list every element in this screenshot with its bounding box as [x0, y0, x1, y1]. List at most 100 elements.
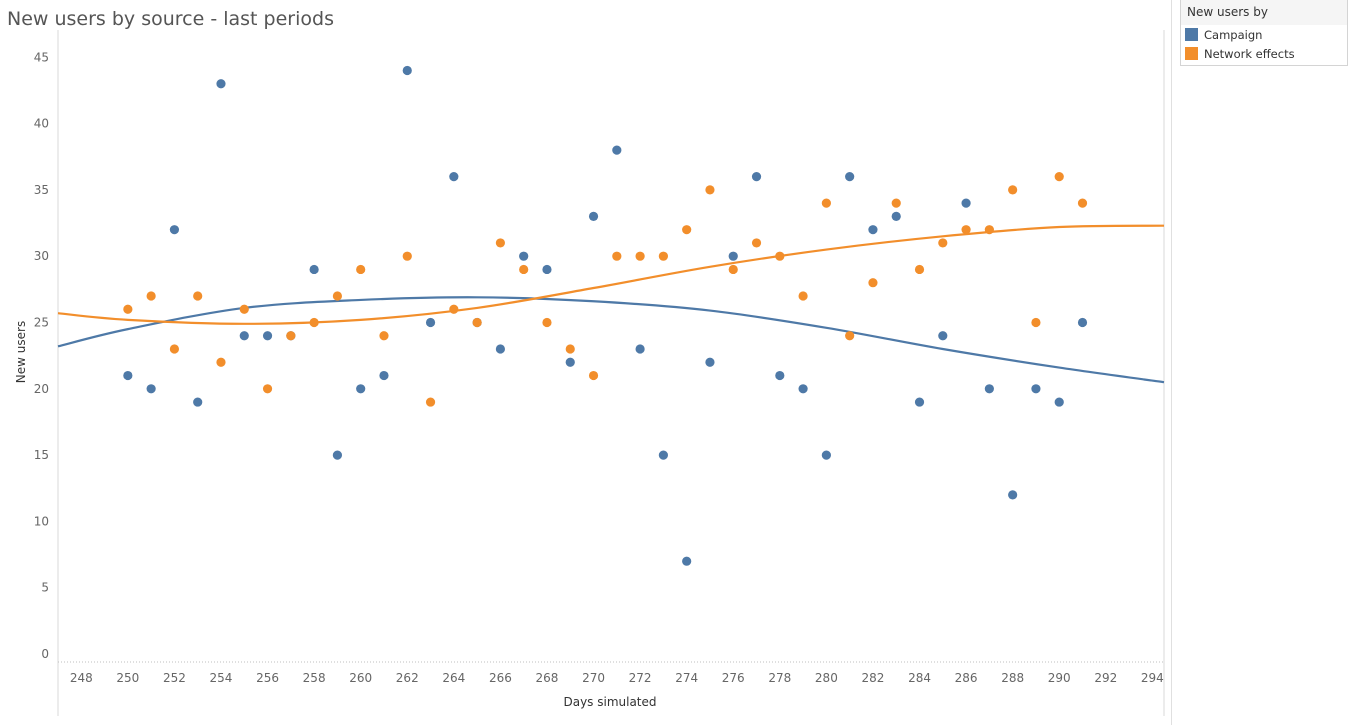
- x-tick-label: 260: [349, 671, 372, 685]
- x-tick-label: 250: [116, 671, 139, 685]
- point-campaign: [542, 264, 552, 275]
- x-tick-label: 284: [908, 671, 931, 685]
- x-tick-label: 274: [675, 671, 698, 685]
- point-campaign: [239, 331, 249, 341]
- point-campaign: [495, 344, 505, 354]
- point-network-effects: [1008, 185, 1018, 195]
- point-network-effects: [984, 225, 994, 235]
- point-network-effects: [938, 238, 948, 248]
- point-campaign: [309, 264, 319, 275]
- legend-label-campaign: Campaign: [1204, 27, 1263, 42]
- point-campaign: [356, 384, 366, 394]
- x-tick-label: 278: [768, 671, 791, 685]
- point-network-effects: [728, 264, 738, 275]
- point-campaign: [565, 357, 575, 367]
- point-campaign: [612, 145, 622, 155]
- point-campaign: [938, 331, 948, 341]
- point-campaign: [449, 172, 459, 182]
- point-network-effects: [379, 331, 389, 341]
- axes: 0 5 10 15 20 25 30 35 40 45 248 250 252 254 256 258 260 2…: [34, 30, 1165, 716]
- chart-title: New users by source - last periods: [7, 8, 334, 30]
- point-network-effects: [216, 357, 226, 367]
- point-network-effects: [961, 225, 971, 235]
- point-network-effects: [821, 198, 831, 208]
- point-network-effects: [868, 278, 878, 288]
- point-campaign: [379, 370, 389, 381]
- y-tick-label: 0: [41, 647, 49, 661]
- point-campaign: [169, 225, 180, 235]
- x-tick-label: 288: [1001, 671, 1024, 685]
- point-network-effects: [425, 397, 436, 407]
- y-tick-label: 25: [34, 315, 49, 329]
- point-network-effects: [519, 264, 529, 275]
- point-network-effects: [472, 317, 482, 328]
- point-network-effects: [588, 370, 599, 381]
- legend-divider: [1171, 0, 1172, 725]
- y-tick-label: 20: [34, 382, 49, 396]
- point-campaign: [216, 79, 226, 89]
- point-network-effects: [262, 384, 273, 394]
- point-network-effects: [169, 344, 180, 354]
- point-campaign: [123, 370, 133, 381]
- point-network-effects: [565, 344, 575, 354]
- point-network-effects: [1054, 172, 1064, 182]
- y-tick-label: 45: [34, 50, 49, 64]
- point-network-effects: [309, 317, 319, 328]
- point-campaign: [146, 384, 156, 394]
- point-network-effects: [193, 291, 203, 301]
- point-campaign: [425, 317, 436, 328]
- point-campaign: [728, 251, 738, 261]
- point-network-effects: [1031, 317, 1041, 328]
- point-network-effects: [495, 238, 505, 248]
- point-network-effects: [286, 331, 296, 341]
- point-campaign: [1077, 317, 1088, 328]
- legend-swatch-network-effects: [1185, 47, 1198, 60]
- legend-title: New users by: [1181, 0, 1347, 25]
- point-campaign: [891, 211, 901, 222]
- point-network-effects: [146, 291, 156, 301]
- point-campaign: [1031, 384, 1041, 394]
- point-network-effects: [705, 185, 715, 195]
- point-network-effects: [914, 264, 925, 275]
- x-tick-label: 256: [256, 671, 279, 685]
- x-tick-label: 266: [489, 671, 512, 685]
- legend: New users by Campaign Network effects: [1180, 0, 1348, 66]
- point-network-effects: [612, 251, 622, 261]
- x-tick-label: 282: [861, 671, 884, 685]
- point-campaign: [845, 172, 855, 182]
- x-tick-label: 290: [1048, 671, 1071, 685]
- x-tick-label: 280: [815, 671, 838, 685]
- y-tick-label: 5: [41, 581, 49, 595]
- legend-item-campaign[interactable]: Campaign: [1181, 25, 1347, 44]
- point-campaign: [914, 397, 925, 407]
- legend-item-network-effects[interactable]: Network effects: [1181, 44, 1347, 63]
- point-campaign: [821, 450, 831, 460]
- point-campaign: [635, 344, 645, 354]
- x-tick-label: 292: [1094, 671, 1117, 685]
- point-network-effects: [775, 251, 785, 261]
- point-network-effects: [449, 304, 459, 314]
- point-campaign: [1054, 397, 1064, 407]
- point-network-effects: [239, 304, 249, 314]
- point-campaign: [262, 331, 273, 341]
- point-network-effects: [123, 304, 133, 314]
- y-tick-label: 15: [34, 448, 49, 462]
- x-tick-label: 264: [442, 671, 465, 685]
- point-network-effects: [845, 331, 855, 341]
- point-network-effects: [1077, 198, 1088, 208]
- legend-label-network-effects: Network effects: [1204, 46, 1295, 61]
- point-campaign: [1008, 490, 1018, 500]
- y-tick-label: 40: [34, 117, 49, 131]
- legend-swatch-campaign: [1185, 28, 1198, 41]
- point-network-effects: [751, 238, 762, 248]
- x-tick-label: 254: [210, 671, 233, 685]
- point-campaign: [658, 450, 668, 460]
- point-network-effects: [356, 264, 366, 275]
- point-network-effects: [891, 198, 901, 208]
- y-axis-label: New users: [14, 321, 28, 383]
- point-campaign: [984, 384, 994, 394]
- x-tick-label: 294: [1141, 671, 1164, 685]
- x-tick-label: 268: [536, 671, 559, 685]
- point-campaign: [705, 357, 715, 367]
